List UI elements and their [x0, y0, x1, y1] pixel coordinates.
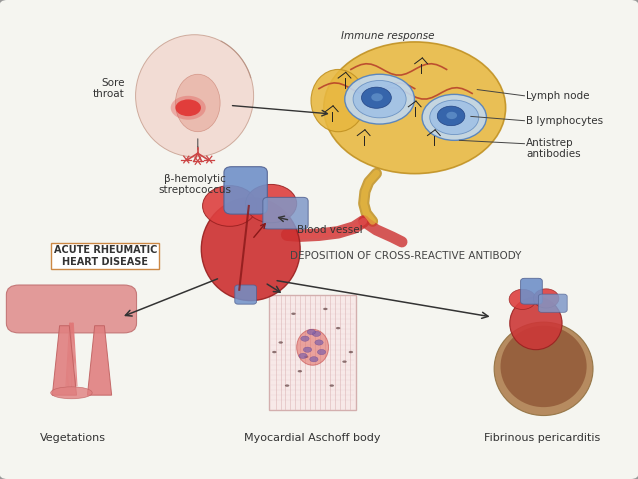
Text: Fibrinous pericarditis: Fibrinous pericarditis	[484, 433, 600, 443]
Ellipse shape	[301, 336, 309, 342]
Ellipse shape	[299, 354, 308, 358]
Ellipse shape	[303, 347, 311, 353]
Ellipse shape	[430, 100, 478, 135]
Ellipse shape	[494, 322, 593, 416]
Text: Antistrep
antibodies: Antistrep antibodies	[526, 137, 581, 160]
Ellipse shape	[323, 308, 328, 310]
FancyBboxPatch shape	[263, 197, 308, 229]
Text: Myocardial Aschoff body: Myocardial Aschoff body	[244, 433, 381, 443]
Ellipse shape	[315, 340, 323, 345]
Text: B lymphocytes: B lymphocytes	[526, 116, 604, 125]
Ellipse shape	[533, 289, 559, 308]
Ellipse shape	[51, 387, 92, 399]
FancyBboxPatch shape	[6, 285, 137, 333]
Text: ACUTE RHEUMATIC
HEART DISEASE: ACUTE RHEUMATIC HEART DISEASE	[54, 245, 157, 267]
Ellipse shape	[304, 355, 309, 358]
Ellipse shape	[422, 94, 486, 140]
Text: Blood vessel: Blood vessel	[297, 225, 362, 235]
Ellipse shape	[246, 184, 297, 223]
Ellipse shape	[272, 351, 276, 354]
Ellipse shape	[323, 42, 505, 174]
Bar	[269, 295, 356, 410]
Ellipse shape	[353, 80, 406, 118]
Ellipse shape	[311, 69, 365, 132]
Ellipse shape	[345, 74, 415, 124]
FancyBboxPatch shape	[235, 285, 256, 304]
Ellipse shape	[202, 186, 256, 227]
Ellipse shape	[362, 87, 391, 108]
Ellipse shape	[278, 341, 283, 344]
Ellipse shape	[308, 330, 315, 335]
Ellipse shape	[371, 93, 383, 101]
Ellipse shape	[500, 326, 587, 407]
Ellipse shape	[509, 289, 536, 309]
Ellipse shape	[291, 313, 295, 315]
Text: Lymph node: Lymph node	[526, 91, 590, 101]
Text: Vegetations: Vegetations	[40, 433, 107, 443]
FancyBboxPatch shape	[538, 294, 567, 312]
Ellipse shape	[135, 35, 254, 157]
Ellipse shape	[297, 370, 302, 373]
Ellipse shape	[329, 384, 334, 387]
Ellipse shape	[336, 327, 341, 330]
Ellipse shape	[170, 96, 205, 120]
FancyBboxPatch shape	[521, 278, 542, 304]
Ellipse shape	[343, 360, 347, 363]
Text: Immune response: Immune response	[341, 31, 435, 41]
Ellipse shape	[310, 356, 318, 362]
Text: β-hemolytic
streptococcus: β-hemolytic streptococcus	[158, 173, 231, 195]
Text: Sore
throat: Sore throat	[93, 78, 124, 100]
Ellipse shape	[510, 297, 562, 350]
Ellipse shape	[202, 198, 300, 301]
Ellipse shape	[312, 331, 321, 336]
Polygon shape	[52, 326, 77, 395]
Ellipse shape	[285, 384, 290, 387]
Ellipse shape	[175, 100, 201, 116]
Text: DEPOSITION OF CROSS-REACTIVE ANTIBODY: DEPOSITION OF CROSS-REACTIVE ANTIBODY	[290, 251, 522, 261]
Ellipse shape	[297, 330, 329, 365]
Ellipse shape	[318, 350, 326, 354]
Ellipse shape	[175, 74, 220, 132]
FancyBboxPatch shape	[224, 167, 267, 214]
Ellipse shape	[437, 106, 465, 125]
Ellipse shape	[447, 112, 457, 119]
Ellipse shape	[348, 351, 353, 354]
Polygon shape	[87, 326, 112, 395]
